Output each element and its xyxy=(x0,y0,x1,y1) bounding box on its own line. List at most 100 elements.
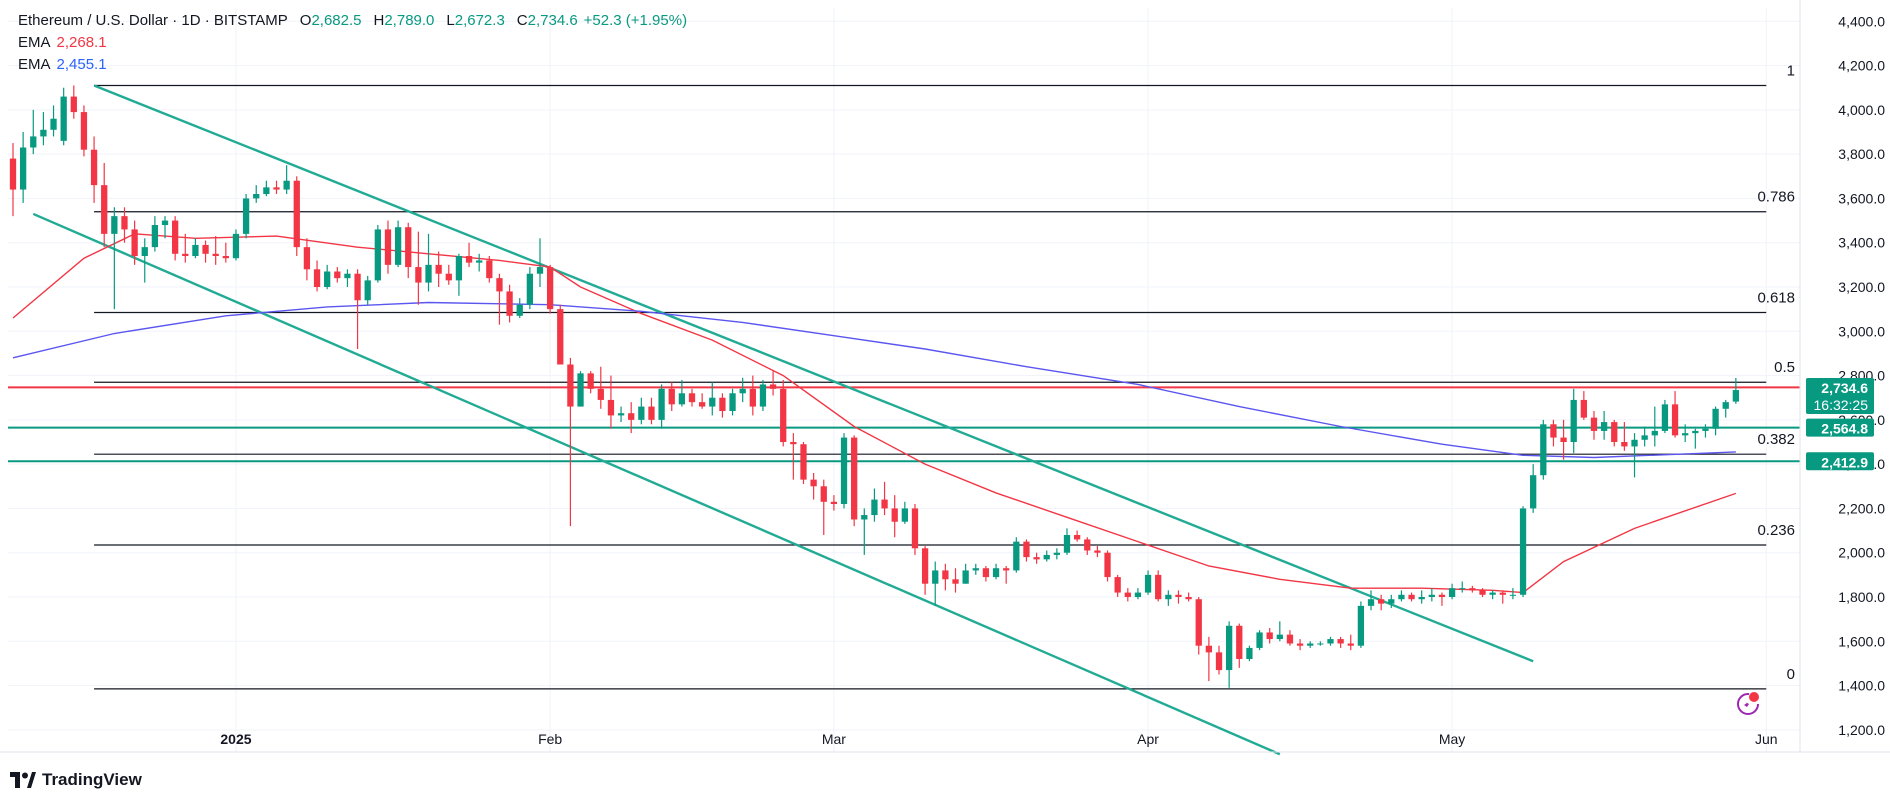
candle-body xyxy=(222,256,229,259)
ema-lines xyxy=(12,233,1737,594)
y-tick-label: 3,200.0 xyxy=(1838,279,1885,295)
candle xyxy=(1459,581,1466,593)
candle xyxy=(1479,588,1486,597)
horizontal-price-lines[interactable] xyxy=(8,386,1800,463)
candle xyxy=(1661,399,1669,434)
close-label: C xyxy=(516,12,528,29)
candle-body xyxy=(749,388,756,407)
candle-body xyxy=(506,291,513,316)
candle-body xyxy=(759,384,767,407)
candle-body xyxy=(1063,535,1071,553)
candle xyxy=(567,357,574,527)
level-price-tag: 2,412.9 xyxy=(1806,452,1874,471)
ema-red-value: 2,268.1 xyxy=(56,34,107,51)
open-value: 2,682.5 xyxy=(311,12,362,29)
candle xyxy=(1722,399,1729,418)
time-axis[interactable]: 2025 Feb Mar Apr May Jun xyxy=(0,731,1890,753)
ema-red-row[interactable]: EMA 2,268.1 xyxy=(18,32,687,54)
fib-level-label: 0 xyxy=(1787,666,1795,683)
candle xyxy=(1134,588,1142,600)
candle-body xyxy=(1418,597,1425,600)
candle xyxy=(263,180,270,197)
candle xyxy=(242,194,250,239)
candle-body xyxy=(891,508,898,522)
candle-body xyxy=(1590,417,1598,431)
candle-body xyxy=(1256,632,1263,648)
candle-body xyxy=(648,406,655,420)
y-tick-label: 3,800.0 xyxy=(1838,146,1885,162)
candle-body xyxy=(871,499,878,516)
candle xyxy=(709,382,716,416)
candle-body xyxy=(516,304,523,316)
candle-body xyxy=(1398,594,1405,600)
candle-body xyxy=(1104,552,1111,578)
candle xyxy=(1084,537,1091,555)
sparkle-icon[interactable] xyxy=(1737,692,1759,715)
candle xyxy=(688,388,696,407)
price-axis[interactable]: 1,200.0 1,400.0 1,600.0 1,800.0 2,000.0 2,200… xyxy=(1799,0,1885,752)
candle xyxy=(465,242,473,268)
candle xyxy=(253,185,260,203)
candle-body xyxy=(1296,643,1304,646)
candle xyxy=(749,375,756,416)
candle xyxy=(617,406,625,423)
candle xyxy=(486,256,493,283)
candle-body xyxy=(790,442,797,445)
candle xyxy=(50,105,57,137)
ema-blue-row[interactable]: EMA 2,455.1 xyxy=(18,54,687,76)
candlestick-series[interactable] xyxy=(9,85,1740,688)
candle xyxy=(1347,634,1354,651)
candle-body xyxy=(739,388,746,394)
candle-body xyxy=(810,479,817,487)
candle-body xyxy=(161,220,169,225)
tradingview-logo[interactable]: TradingView xyxy=(10,770,142,790)
candle xyxy=(759,380,767,411)
fib-level-label: 0.382 xyxy=(1757,431,1795,448)
change-value: +52.3 (+1.95%) xyxy=(583,12,688,29)
candle xyxy=(425,233,432,292)
descending-channel[interactable] xyxy=(32,84,1534,756)
candle-body xyxy=(496,278,503,292)
candle xyxy=(1185,592,1192,602)
candle xyxy=(1286,630,1294,646)
candle-body xyxy=(1611,422,1618,442)
candle-body xyxy=(1185,597,1192,600)
candle xyxy=(182,233,189,263)
candle xyxy=(1469,585,1476,593)
candle-body xyxy=(90,149,98,186)
candle-body xyxy=(800,444,807,480)
y-tick-label: 4,200.0 xyxy=(1838,58,1885,74)
candle xyxy=(840,433,848,509)
candle-body xyxy=(425,264,432,283)
candle-body xyxy=(1671,404,1679,436)
price-tag-text: 2,564.8 xyxy=(1821,421,1868,437)
candle xyxy=(790,433,797,480)
fibonacci-retracement[interactable]: 1 0.786 0.618 0.5 0.382 0.236 0 xyxy=(94,63,1795,690)
candle xyxy=(9,143,17,217)
candle xyxy=(1631,433,1638,478)
candle-body xyxy=(992,568,1000,578)
y-tick-label: 4,000.0 xyxy=(1838,102,1885,118)
candle-body xyxy=(607,399,615,416)
candle xyxy=(1307,641,1314,648)
candle-body xyxy=(1722,402,1729,409)
candle xyxy=(739,377,746,403)
symbol-title[interactable]: Ethereum / U.S. Dollar · 1D · BITSTAMP xyxy=(18,12,288,29)
candle xyxy=(577,371,584,407)
candle xyxy=(364,275,371,305)
candle xyxy=(70,85,77,119)
candle-body xyxy=(182,253,189,256)
ema-red-line xyxy=(12,233,1737,594)
candle-body xyxy=(577,373,584,407)
candle xyxy=(1246,645,1253,662)
candle xyxy=(1509,588,1517,600)
candle-body xyxy=(1236,625,1243,659)
candle-body xyxy=(1702,428,1709,431)
candle-body xyxy=(1286,634,1294,644)
candle xyxy=(1357,601,1365,648)
candle-body xyxy=(617,413,625,416)
fib-level-label: 0.5 xyxy=(1774,359,1795,376)
candle-body xyxy=(232,233,240,259)
candle xyxy=(607,375,615,429)
